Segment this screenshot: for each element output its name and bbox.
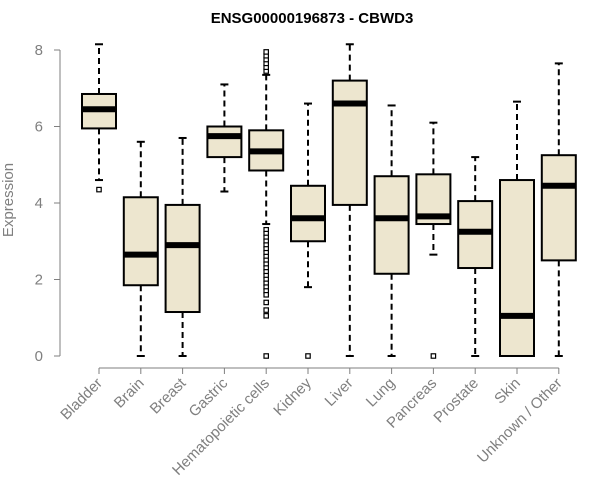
box-group bbox=[499, 100, 535, 357]
box bbox=[540, 154, 577, 262]
box bbox=[373, 175, 410, 275]
box-group bbox=[540, 62, 577, 357]
y-tick-label: 0 bbox=[35, 348, 43, 365]
box-group bbox=[415, 121, 452, 359]
y-tick-label: 4 bbox=[35, 195, 43, 212]
outlier-point bbox=[430, 353, 437, 359]
box bbox=[164, 203, 201, 314]
box-group bbox=[81, 43, 117, 193]
outlier-point bbox=[263, 313, 270, 319]
box-group bbox=[373, 104, 410, 357]
box-group bbox=[122, 140, 159, 357]
box-group bbox=[164, 136, 201, 357]
outlier-point bbox=[263, 353, 270, 359]
y-tick-label: 8 bbox=[35, 42, 43, 59]
x-tick-label: Breast bbox=[147, 374, 190, 417]
outlier-point bbox=[263, 299, 270, 306]
x-tick-label: Prostate bbox=[430, 375, 482, 427]
outlier-point bbox=[263, 292, 270, 298]
y-tick-label: 6 bbox=[35, 119, 43, 136]
x-tick-label: Lung bbox=[363, 375, 399, 411]
x-tick-label: Liver bbox=[322, 375, 357, 410]
y-axis: 0 2 4 6 8 bbox=[35, 42, 61, 365]
x-tick-label: Skin bbox=[491, 375, 524, 408]
outlier-point bbox=[263, 307, 270, 313]
box-group bbox=[290, 102, 326, 359]
box-group bbox=[457, 156, 494, 357]
chart-title: ENSG00000196873 - CBWD3 bbox=[211, 10, 414, 27]
box-group bbox=[248, 49, 285, 359]
box-group bbox=[331, 43, 368, 357]
box bbox=[290, 184, 326, 243]
box bbox=[499, 179, 535, 357]
plot-area bbox=[81, 43, 577, 359]
outlier-point bbox=[96, 186, 102, 193]
box bbox=[206, 125, 243, 159]
box bbox=[122, 196, 159, 287]
y-tick-label: 2 bbox=[35, 272, 43, 289]
y-axis-title: Expression bbox=[0, 163, 17, 237]
outlier-point bbox=[305, 353, 311, 359]
x-tick-label: Brain bbox=[111, 375, 148, 412]
x-tick-label: Kidney bbox=[270, 374, 315, 419]
outlier-point bbox=[263, 49, 270, 55]
box bbox=[331, 79, 368, 206]
box-group bbox=[206, 83, 243, 193]
x-tick-label: Bladder bbox=[57, 375, 106, 424]
